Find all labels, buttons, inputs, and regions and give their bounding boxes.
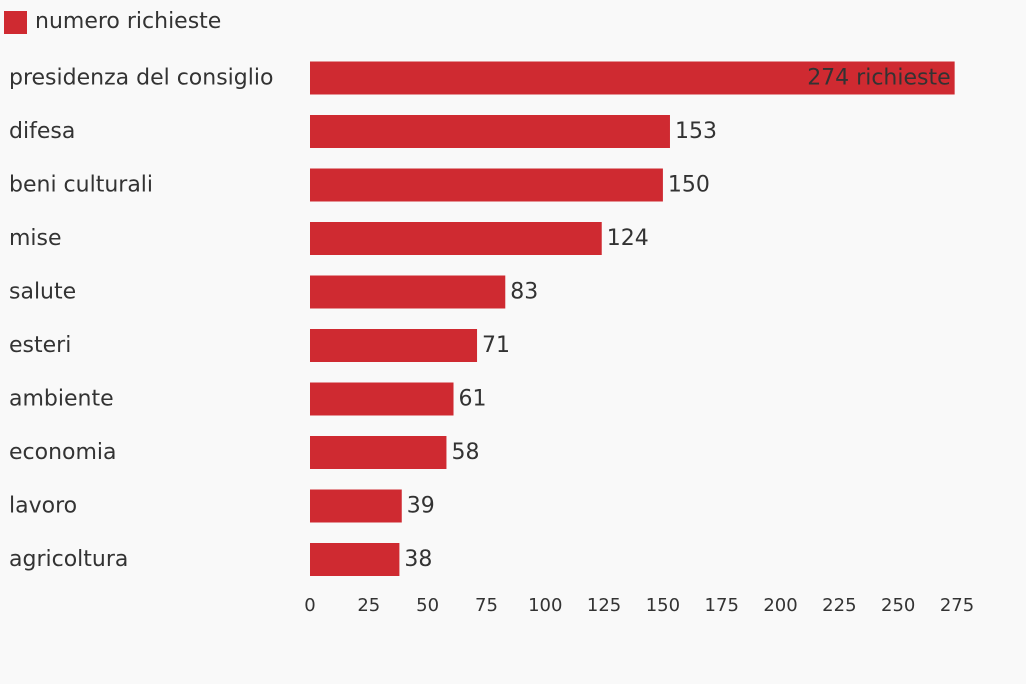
category-label: difesa [9, 119, 75, 144]
category-label: beni culturali [9, 173, 153, 198]
bar [310, 168, 663, 202]
x-tick-label: 175 [705, 595, 739, 616]
data-label: 58 [451, 440, 479, 465]
bar [310, 436, 447, 469]
category-label: economia [9, 440, 117, 465]
category-label: mise [9, 226, 62, 251]
data-label: 153 [675, 119, 717, 144]
bar [310, 275, 506, 309]
data-label: 38 [404, 547, 432, 572]
data-label: 83 [510, 280, 538, 305]
x-tick-label: 150 [646, 595, 680, 616]
category-label: presidenza del consiglio [9, 66, 273, 91]
bar [310, 61, 955, 95]
bar [310, 329, 478, 362]
x-tick-label: 275 [940, 595, 974, 616]
x-tick-label: 125 [587, 595, 621, 616]
category-label: ambiente [9, 387, 114, 412]
data-label: 274 richieste [807, 66, 950, 91]
data-label: 39 [407, 494, 435, 519]
bar [310, 489, 402, 523]
data-label: 61 [459, 387, 487, 412]
data-label: 124 [607, 226, 649, 251]
data-label: 71 [482, 333, 510, 358]
category-label: salute [9, 280, 76, 305]
legend-swatch [4, 10, 27, 34]
x-tick-label: 0 [304, 595, 315, 616]
bar [310, 543, 400, 576]
x-tick-label: 200 [763, 595, 797, 616]
bar [310, 222, 602, 255]
category-label: agricoltura [9, 547, 128, 572]
category-label: esteri [9, 333, 71, 358]
x-tick-label: 100 [528, 595, 562, 616]
bar [310, 115, 670, 148]
x-tick-label: 225 [822, 595, 856, 616]
x-tick-label: 250 [881, 595, 915, 616]
x-tick-label: 25 [357, 595, 380, 616]
x-tick-label: 50 [416, 595, 439, 616]
bar [310, 382, 454, 416]
data-label: 150 [668, 173, 710, 198]
x-tick-label: 75 [475, 595, 498, 616]
category-label: lavoro [9, 494, 77, 519]
legend: numero richieste [4, 9, 221, 35]
legend-label: numero richieste [35, 9, 222, 34]
